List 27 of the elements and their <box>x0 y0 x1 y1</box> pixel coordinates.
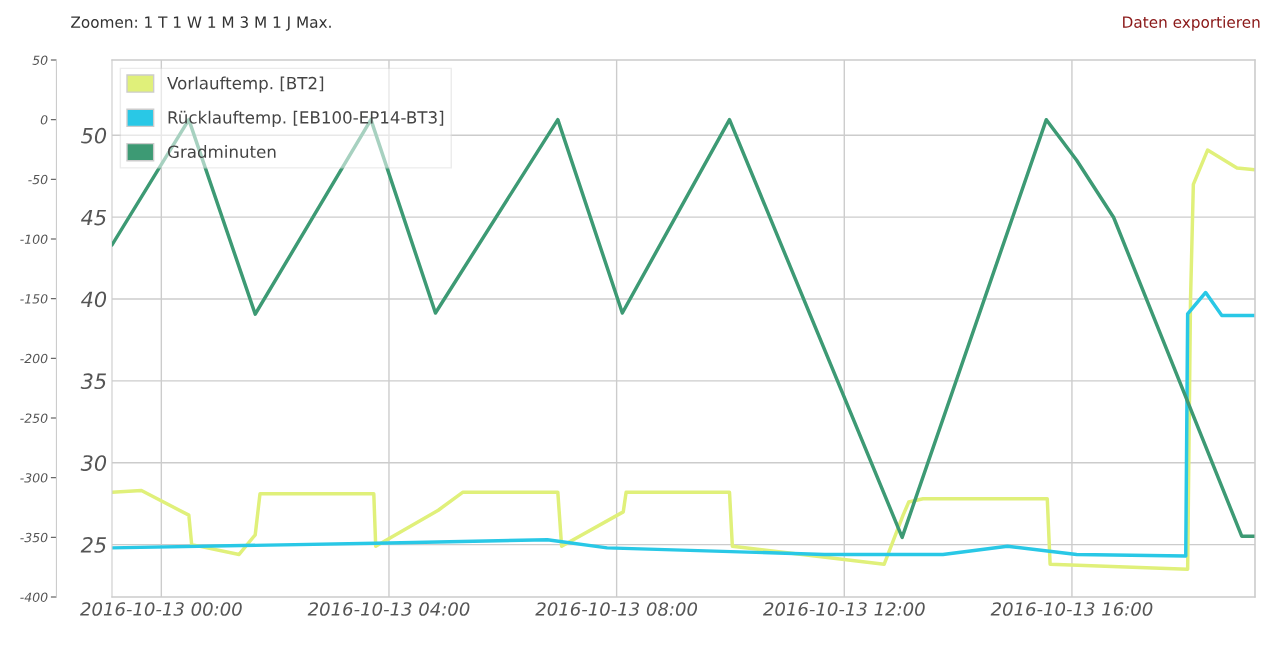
y2-tick-label: -350 <box>20 532 48 543</box>
y2-tick-label: -50 <box>28 174 48 185</box>
y2-tick-label: -400 <box>20 592 48 602</box>
text: Zoomen: 1 T 1 W 1 M 3 M 1 J Max. <box>71 16 331 31</box>
y-tick-label: 25 <box>80 537 106 553</box>
legend-label: Vorlauftemp. [BT2] <box>167 76 324 93</box>
y-tick-label: 40 <box>81 291 107 308</box>
y2-tick-label: -150 <box>20 294 48 304</box>
text: Daten exportieren <box>1123 16 1260 31</box>
x-tick-label: 2016-10-13 12:00 <box>763 602 925 616</box>
legend-label: Rücklauftemp. [EB100-EP14-BT3] <box>168 110 444 127</box>
y-tick-label: 45 <box>81 209 106 226</box>
y2-tick-label: 50 <box>32 55 48 65</box>
line-series <box>112 290 1255 558</box>
y2-tick-label: -250 <box>20 413 48 423</box>
y-tick-label: 35 <box>80 373 106 390</box>
legend-label: Gradminuten <box>167 145 276 158</box>
y-tick-label: 30 <box>80 455 107 471</box>
y2-tick-label: -200 <box>20 353 48 364</box>
x-tick-label: 2016-10-13 00:00 <box>80 602 242 616</box>
y-tick-label: 50 <box>81 127 107 144</box>
y2-tick-label: -100 <box>20 234 48 244</box>
x-tick-label: 2016-10-13 16:00 <box>990 602 1153 616</box>
y2-tick-label: -300 <box>20 473 48 483</box>
y2-tick-label: 0 <box>40 115 48 125</box>
x-tick-label: 2016-10-13 08:00 <box>535 602 698 616</box>
x-tick-label: 2016-10-13 04:00 <box>307 602 470 616</box>
